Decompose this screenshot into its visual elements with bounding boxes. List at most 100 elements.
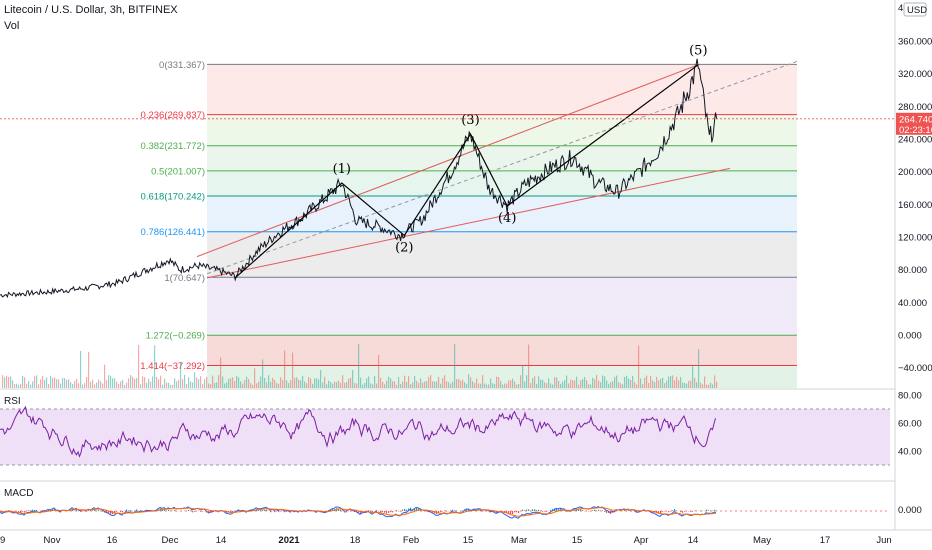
macd-hist-bar <box>546 511 548 512</box>
macd-hist-bar <box>390 511 392 513</box>
volume-bar <box>134 378 136 388</box>
currency-selector[interactable]: 4 USD <box>898 2 927 17</box>
fib-zone <box>207 365 797 389</box>
volume-bar <box>238 377 240 388</box>
wave-path[interactable] <box>234 64 699 279</box>
time-tick-label: 17 <box>820 535 831 546</box>
volume-bar <box>422 382 424 388</box>
volume-bar <box>186 383 188 388</box>
volume-bar <box>604 376 606 388</box>
macd-hist-bar <box>232 511 234 513</box>
macd-hist-bar <box>708 510 710 511</box>
volume-bar <box>254 368 256 388</box>
volume-bar <box>520 375 522 388</box>
volume-bar <box>356 383 358 388</box>
chart-title: Litecoin / U.S. Dollar, 3h, BITFINEX <box>4 4 178 16</box>
macd-hist-bar <box>502 511 504 512</box>
macd-hist-bar <box>372 511 374 513</box>
volume-bar <box>656 376 658 388</box>
macd-hist-bar <box>22 511 24 512</box>
volume-bar <box>52 378 54 388</box>
macd-hist-bar <box>330 509 332 511</box>
time-axis[interactable]: 9 Nov 16 Dec 14 2021 18 Feb 15 Mar 15 Apr 14 May 17 Jun <box>0 535 892 546</box>
macd-hist-bar <box>274 511 276 513</box>
volume-bar <box>70 382 72 388</box>
macd-hist-bar <box>604 511 606 512</box>
volume-bar <box>108 375 110 388</box>
macd-hist-bar <box>662 511 664 512</box>
macd-hist-bar <box>522 509 524 511</box>
volume-bar <box>260 376 262 388</box>
volume-bar <box>174 378 176 388</box>
volume-bar <box>642 384 644 388</box>
volume-bar <box>232 377 234 388</box>
macd-hist-bar <box>120 511 122 512</box>
volume-bar <box>414 375 416 388</box>
volume-bar <box>450 383 452 388</box>
macd-hist-bar <box>278 511 280 513</box>
volume-bar <box>246 376 248 388</box>
volume-bar <box>546 383 548 388</box>
fib-level-label: 0.236(269.837) <box>141 110 205 121</box>
volume-bar <box>538 376 540 388</box>
macd-hist-bar <box>516 511 518 513</box>
volume-bar <box>212 375 214 388</box>
volume-bar <box>342 375 344 388</box>
fib-zone <box>207 170 797 196</box>
macd-hist-bar <box>684 511 686 512</box>
macd-hist-bar <box>454 510 456 511</box>
volume-bar <box>294 377 296 388</box>
price-axis[interactable]: 360.000 320.000 280.000 240.000 200.000 160.0… <box>898 37 932 517</box>
channel-upper[interactable] <box>196 64 699 258</box>
volume-bar <box>48 384 50 388</box>
volume-bar <box>170 384 172 388</box>
price-tick-label: 0.000 <box>898 331 922 342</box>
volume-bar <box>436 381 438 388</box>
price-tick-label: 240.000 <box>898 135 932 146</box>
volume-bar <box>40 379 42 388</box>
macd-hist-bar <box>344 511 346 513</box>
trend-channel[interactable] <box>196 60 798 279</box>
volume-bar <box>54 377 56 388</box>
macd-hist-bar <box>564 510 566 511</box>
fib-zone <box>207 145 797 171</box>
volume-bar <box>582 379 584 388</box>
macd-hist-bar <box>162 509 164 511</box>
elliott-wave[interactable]: (1) (2) (3) (4) (5) <box>234 44 708 279</box>
volume-bar <box>664 383 666 388</box>
volume-bar <box>544 382 546 388</box>
macd-hist-bar <box>388 511 390 513</box>
volume-bar <box>176 381 178 388</box>
macd-hist-bar <box>34 510 36 511</box>
macd-hist-bar <box>404 508 406 511</box>
volume-bar <box>552 384 554 388</box>
time-tick-label: Mar <box>511 535 527 546</box>
fibonacci-retracement[interactable]: 0(331.367) 0.236(269.837) 0.382(231.772) 0.… <box>140 60 797 389</box>
volume-bar <box>362 384 364 388</box>
volume-bar <box>32 381 34 388</box>
volume-bar <box>490 378 492 388</box>
volume-bar <box>68 379 70 388</box>
volume-bar <box>678 380 680 388</box>
volume-bar <box>224 383 226 388</box>
volume-bar <box>308 377 310 388</box>
volume-bar <box>366 378 368 388</box>
channel-lower[interactable] <box>206 167 731 279</box>
volume-bar <box>336 382 338 388</box>
volume-bar <box>482 375 484 388</box>
fib-level-label: 1(70.647) <box>164 273 205 284</box>
volume-bar <box>420 378 422 388</box>
macd-hist-bar <box>392 511 394 513</box>
volume-bar <box>36 375 38 388</box>
time-tick-label: Dec <box>162 535 179 546</box>
volume-bar <box>160 375 162 388</box>
volume-bar <box>400 384 402 388</box>
rsi-line <box>0 405 716 458</box>
macd-hist-bar <box>396 510 398 511</box>
volume-bar <box>122 379 124 388</box>
price-tick-label: 40.000 <box>898 298 927 309</box>
volume-bar <box>14 384 16 388</box>
volume-bar <box>80 350 82 388</box>
currency-box[interactable] <box>903 2 927 17</box>
